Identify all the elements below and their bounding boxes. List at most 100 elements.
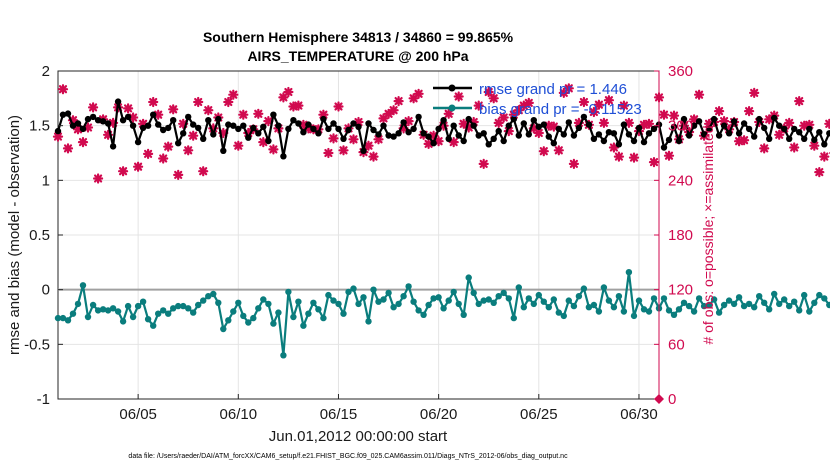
rmse-point bbox=[215, 115, 222, 123]
obs-count-point bbox=[183, 145, 194, 156]
bias-point bbox=[385, 289, 392, 297]
bias-point bbox=[796, 307, 803, 314]
obs-count-point bbox=[233, 140, 244, 151]
bias-point bbox=[756, 293, 763, 300]
obs-marker-stroke bbox=[760, 144, 769, 153]
bias-point bbox=[475, 300, 482, 308]
rmse-point bbox=[781, 125, 788, 133]
rmse-point bbox=[460, 137, 467, 145]
rmse-point bbox=[440, 117, 447, 124]
rmse-point bbox=[816, 129, 823, 136]
bias-point bbox=[230, 308, 237, 315]
obs-marker-stroke bbox=[750, 88, 759, 98]
rmse-point bbox=[470, 122, 477, 129]
obs-count-point bbox=[57, 84, 69, 95]
obs-marker-stroke bbox=[349, 135, 358, 144]
obs-marker-stroke bbox=[189, 131, 198, 140]
rmse-point bbox=[445, 135, 452, 142]
bias-point bbox=[560, 312, 567, 320]
rmse-point bbox=[345, 126, 352, 134]
bias-point bbox=[315, 306, 322, 313]
rmse-point bbox=[570, 132, 578, 139]
bias-point bbox=[69, 310, 77, 317]
obs-marker-stroke bbox=[534, 128, 543, 138]
y-left-tick-label: 1.5 bbox=[29, 118, 50, 135]
rmse-point bbox=[660, 144, 668, 151]
rmse-point bbox=[475, 132, 482, 139]
x-tick-label: 06/30 bbox=[620, 406, 658, 423]
y-right-tick-label: 0 bbox=[668, 391, 676, 408]
obs-marker-stroke bbox=[594, 100, 604, 109]
bias-point bbox=[520, 304, 527, 311]
obs-marker-stroke bbox=[739, 136, 749, 145]
obs-count-point bbox=[613, 151, 625, 162]
obs-count-point bbox=[143, 148, 154, 159]
bias-point bbox=[620, 308, 628, 315]
bias-point bbox=[715, 309, 723, 316]
obs-count-point bbox=[608, 142, 620, 153]
x-tick-label: 06/10 bbox=[220, 406, 258, 423]
obs-count-point bbox=[663, 150, 675, 161]
obs-marker-stroke bbox=[254, 109, 263, 118]
obs-marker-stroke bbox=[564, 84, 573, 93]
obs-count-point bbox=[749, 87, 760, 99]
rmse-point bbox=[400, 119, 407, 126]
bias-point bbox=[285, 288, 292, 296]
obs-count-point bbox=[824, 118, 830, 129]
rmse-point bbox=[821, 141, 828, 148]
rmse-point bbox=[134, 138, 142, 146]
rmse-point bbox=[720, 122, 728, 129]
bias-point bbox=[806, 308, 813, 315]
bias-point bbox=[675, 306, 683, 313]
rmse-point bbox=[390, 133, 397, 140]
bias-point bbox=[290, 313, 297, 321]
bias-point bbox=[670, 311, 678, 318]
bias-point bbox=[325, 291, 332, 299]
x-axis-label: Jun.01,2012 00:00:00 start bbox=[269, 428, 448, 445]
rmse-point bbox=[270, 111, 277, 118]
bias-point bbox=[144, 316, 152, 323]
obs-count-point bbox=[713, 105, 725, 117]
obs-marker-stroke bbox=[800, 121, 809, 130]
obs-marker-stroke bbox=[159, 154, 168, 163]
obs-marker-stroke bbox=[199, 167, 208, 176]
obs-count-point bbox=[117, 166, 129, 177]
bias-point bbox=[370, 286, 377, 293]
rmse-point bbox=[225, 121, 232, 128]
bias-point bbox=[375, 298, 382, 305]
rmse-point bbox=[705, 125, 713, 133]
bias-point bbox=[771, 290, 778, 298]
bias-point bbox=[640, 306, 648, 313]
obs-count-point bbox=[628, 152, 640, 163]
bias-point bbox=[245, 319, 252, 326]
obs-count-point bbox=[173, 169, 184, 180]
rmse-point bbox=[260, 123, 267, 130]
obs-marker-stroke bbox=[539, 147, 548, 156]
bias-point bbox=[720, 301, 728, 309]
bias-point bbox=[390, 304, 397, 311]
bias-point bbox=[605, 297, 613, 304]
rmse-point bbox=[265, 137, 272, 145]
rmse-point bbox=[295, 120, 302, 127]
obs-marker-stroke bbox=[589, 107, 599, 117]
rmse-point bbox=[69, 122, 77, 129]
bias-point bbox=[94, 307, 102, 314]
bias-point bbox=[445, 297, 452, 304]
obs-marker-stroke bbox=[124, 104, 133, 113]
obs-marker-stroke bbox=[549, 122, 558, 131]
bias-point bbox=[710, 296, 718, 303]
rmse-point bbox=[79, 125, 87, 133]
bias-point bbox=[260, 296, 267, 303]
rmse-point bbox=[430, 140, 437, 147]
rmse-point bbox=[515, 132, 522, 139]
rmse-point bbox=[385, 132, 392, 139]
legend-rmse-marker bbox=[448, 84, 456, 92]
rmse-point bbox=[420, 130, 427, 137]
rmse-point bbox=[555, 125, 562, 133]
bias-point bbox=[575, 293, 583, 300]
bias-point bbox=[505, 295, 512, 302]
bias-point bbox=[64, 317, 72, 324]
bias-point bbox=[84, 313, 92, 321]
bias-point bbox=[535, 291, 542, 299]
